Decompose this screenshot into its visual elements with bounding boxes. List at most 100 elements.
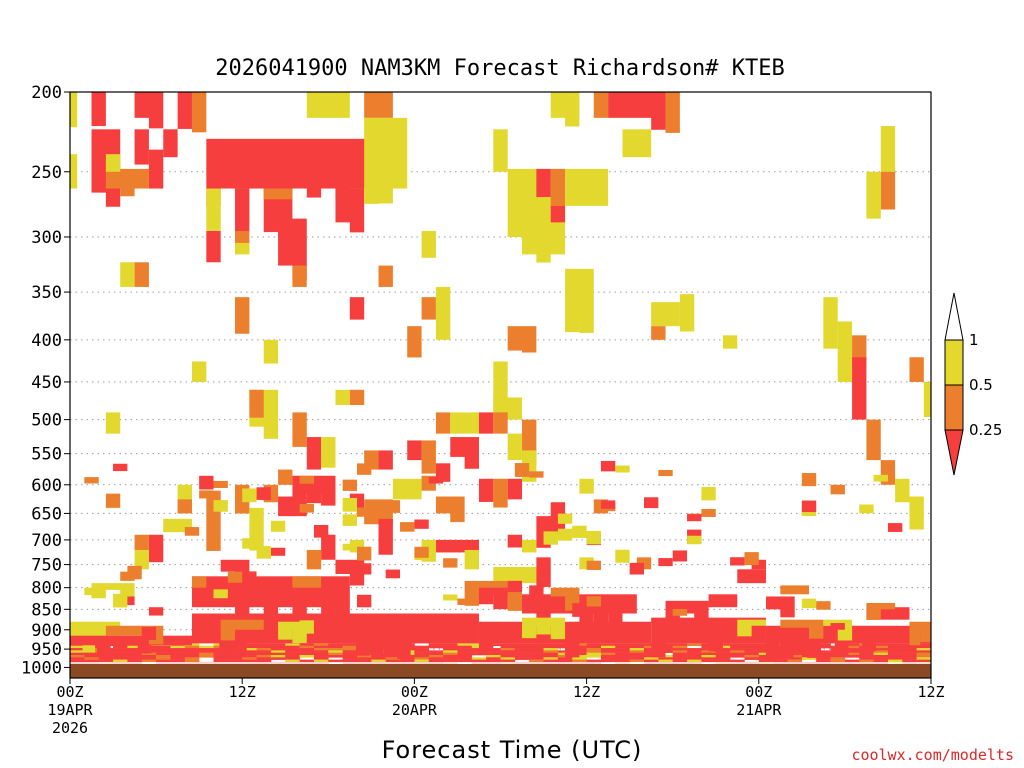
ri-patch — [780, 619, 824, 639]
ri-cell-edge — [306, 493, 322, 504]
ri-cell-025_05 — [235, 230, 250, 243]
cell — [715, 659, 731, 663]
ri-patch — [507, 580, 523, 593]
cell — [357, 657, 372, 660]
cell — [414, 659, 430, 663]
cell — [916, 650, 932, 653]
ri-cell-025 — [507, 580, 523, 593]
ri-cell-025_05 — [105, 625, 164, 636]
cell — [629, 659, 645, 663]
ri-cell-025_05 — [421, 440, 436, 461]
ri-speckle — [84, 587, 99, 596]
cell — [787, 652, 803, 656]
cell — [170, 648, 186, 651]
cell — [873, 654, 889, 658]
ri-patch — [378, 450, 393, 470]
ri-speckle — [801, 598, 817, 609]
ri-cell-edge — [378, 188, 393, 204]
ri-patch — [866, 171, 881, 219]
ri-cell-edge — [91, 117, 106, 127]
ri-cell-05_1 — [120, 262, 135, 287]
cell — [873, 652, 889, 656]
ri-cell-025_05 — [292, 412, 307, 434]
cell — [672, 657, 688, 660]
cell — [170, 645, 186, 649]
ri-patch — [70, 92, 78, 128]
cell — [113, 652, 128, 656]
ri-cell-edge — [235, 498, 250, 514]
ri-patch — [478, 478, 494, 502]
cell — [816, 650, 831, 653]
cell — [486, 650, 501, 653]
ri-cell-025_05 — [493, 412, 508, 434]
ri-cell-edge — [565, 117, 580, 127]
ri-cell-05_1 — [722, 335, 738, 349]
cell — [141, 654, 157, 658]
cell — [113, 659, 128, 663]
ri-cell-05_1 — [421, 230, 436, 258]
cell — [184, 657, 200, 660]
ri-patch — [177, 92, 192, 129]
ri-patch — [493, 129, 508, 172]
cell — [457, 654, 473, 658]
cell — [529, 659, 544, 663]
cell — [615, 648, 630, 651]
cell — [184, 643, 200, 647]
ri-cell-05_1 — [651, 302, 680, 327]
x-tick-date: 21APR — [736, 701, 782, 719]
cell — [658, 645, 673, 649]
cell — [385, 657, 401, 660]
cell — [572, 643, 587, 647]
ri-patch — [866, 419, 881, 461]
cell — [70, 645, 85, 649]
cell — [687, 650, 702, 653]
cell — [70, 654, 85, 658]
cell — [615, 657, 630, 660]
cell — [629, 648, 645, 651]
cell — [428, 654, 444, 658]
ri-cell-025_05 — [522, 419, 537, 451]
ri-cell-edge — [651, 117, 666, 130]
ri-speckle — [600, 460, 616, 472]
cell — [629, 650, 645, 653]
ri-patch — [579, 478, 594, 494]
ri-patch — [722, 335, 738, 349]
ri-patch — [407, 440, 422, 461]
cell — [644, 659, 659, 663]
cell — [256, 657, 272, 660]
cell — [227, 654, 243, 658]
cell — [500, 643, 516, 647]
ri-cell-edge — [396, 642, 411, 659]
ri-speckle — [615, 549, 630, 563]
ri-patch — [464, 549, 479, 570]
cell — [715, 643, 731, 647]
cell — [730, 650, 745, 653]
ri-cell-025_05 — [105, 493, 121, 508]
cell — [457, 652, 473, 656]
cell — [270, 643, 286, 647]
ri-patch — [364, 92, 393, 118]
cell — [887, 652, 903, 656]
plot-frame — [69, 91, 932, 679]
ri-speckle — [572, 527, 587, 536]
cell — [184, 645, 200, 649]
y-tick-label-250: 250 — [31, 163, 62, 183]
ri-speckle — [701, 625, 716, 633]
cell — [414, 648, 430, 651]
ri-patch — [880, 171, 896, 210]
cell — [342, 643, 358, 647]
ri-patch — [392, 478, 422, 500]
ri-cell-edge — [263, 606, 279, 616]
cell — [572, 657, 587, 660]
x-tick-date: 20APR — [392, 701, 438, 719]
ri-patch — [235, 188, 250, 233]
ri-cell-edge — [450, 512, 465, 523]
cell — [500, 645, 516, 649]
x-tick-label: 00Z — [56, 683, 83, 701]
ri-cell-05_1 — [493, 129, 508, 172]
ri-cell-025 — [321, 534, 336, 560]
cell — [529, 643, 544, 647]
cell — [586, 645, 602, 649]
ri-speckle — [84, 622, 99, 636]
ri-cell-025_05 — [651, 326, 666, 340]
